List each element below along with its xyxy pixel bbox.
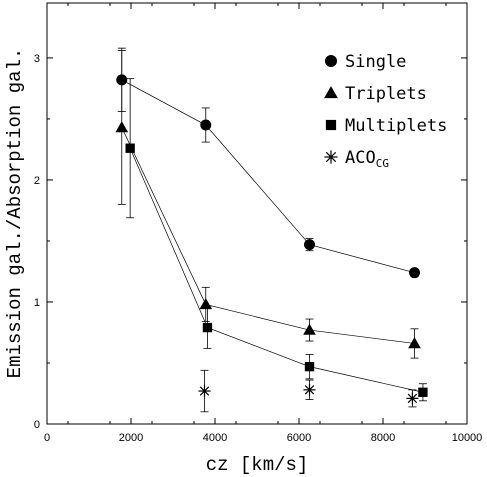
legend-marker-aco [324,150,338,164]
series-line-single [121,79,415,274]
y-axis-title: Emission gal./Absorption gal. [4,48,26,379]
asterisk-stroke [325,151,337,163]
x-tick-label: 10000 [452,432,483,444]
series-lines [121,79,423,393]
y-tick-label: 3 [34,53,40,65]
y-axis-ticks: 0 1 2 3 [34,53,467,431]
x-tick-label: 6000 [287,432,311,444]
point-triplets [408,337,421,349]
legend-marker-triplets [324,86,338,99]
x-axis-title: cz [km/s] [206,454,309,476]
legend-marker-single [325,55,337,67]
y-tick-label: 0 [34,419,40,431]
asterisk-stroke [407,393,418,404]
x-tick-label: 4000 [203,432,227,444]
legend-label-triplets: Triplets [345,84,427,104]
point-aco [303,383,316,396]
point-multiplets [418,387,428,397]
point-triplets [115,121,129,133]
legend-label-aco: ACOCG [345,148,389,170]
x-tick-label: 0 [44,432,50,444]
point-triplets [303,323,316,335]
point-single [200,119,212,131]
legend-marker-multiplets [325,119,337,131]
point-multiplets [304,361,315,372]
data-markers [115,74,428,405]
asterisk-stroke [304,385,315,395]
asterisk-stroke [199,386,210,396]
point-single [304,239,315,251]
point-triplets [199,298,213,310]
x-axis-ticks: 0 2000 4000 6000 8000 10000 [44,3,482,444]
plot-frame [46,2,468,425]
point-aco [406,392,419,405]
series-line-multiplets [129,148,423,393]
legend-label-aco-subscript: CG [376,157,389,170]
legend-label-multiplets: Multiplets [345,116,447,136]
point-single [116,74,128,86]
point-single [409,267,420,279]
point-aco [198,385,211,398]
legend-label-single: Single [345,52,406,72]
y-tick-label: 1 [34,297,40,309]
x-tick-label: 2000 [119,432,143,444]
legend: Single Triplets Multiplets ACOCG [324,52,447,170]
series-line-triplets [121,127,415,344]
point-multiplets [125,143,135,153]
x-tick-label: 8000 [371,432,395,444]
point-multiplets [202,322,213,333]
y-tick-label: 2 [34,175,40,187]
